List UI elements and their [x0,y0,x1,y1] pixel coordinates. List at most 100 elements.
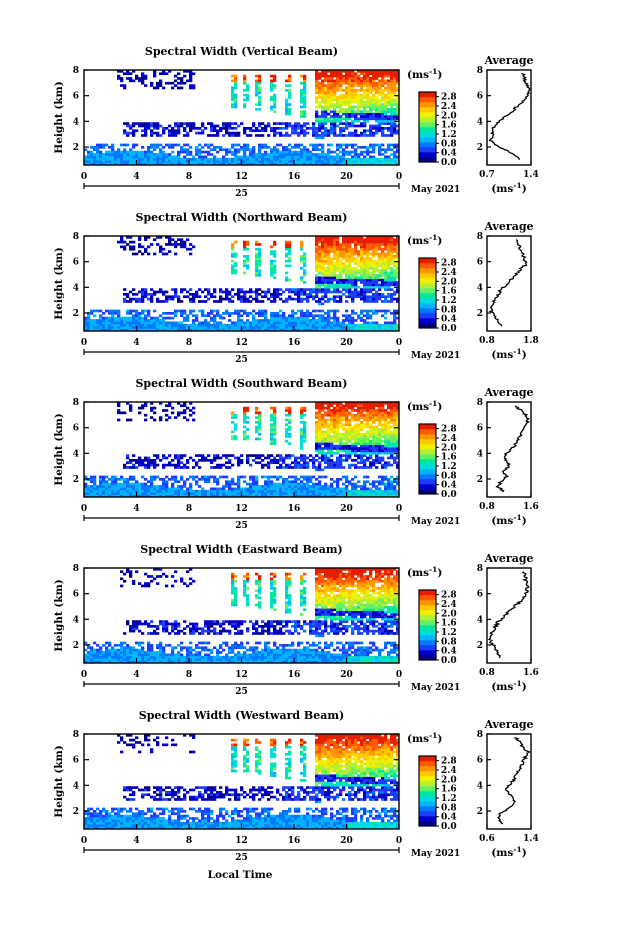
heatmap-cell [108,321,112,325]
heatmap-cell [246,454,250,457]
heatmap-cell [87,489,91,493]
heatmap-cell [105,143,109,147]
heatmap-cell [156,323,160,327]
heatmap-cell [162,487,166,491]
heatmap-cell [396,112,400,116]
heatmap-cell [315,423,319,427]
heatmap-cell [168,416,172,419]
heatmap-cell [321,442,325,446]
heatmap-cell [150,326,154,329]
heatmap-cell [339,129,343,133]
heatmap-cell [219,162,223,166]
heatmap-cell [213,319,217,322]
heatmap-cell [345,103,349,106]
heatmap-cell [306,475,310,479]
heatmap-cell [216,323,220,327]
heatmap-cell [345,281,349,284]
heatmap-cell [243,247,247,251]
heatmap-cell [84,328,88,332]
heatmap-cell [297,297,301,301]
heatmap-cell [162,131,166,135]
heatmap-cell [318,276,322,280]
heatmap-cell [246,297,250,301]
heatmap-cell [285,122,289,125]
heatmap-cell [360,72,364,76]
heatmap-cell [303,150,307,154]
heatmap-cell [177,143,181,147]
heatmap-cell [174,245,178,249]
heatmap-cell [387,93,391,97]
heatmap-cell [321,423,325,427]
heatmap-cell [150,243,154,246]
heatmap-cell [273,328,277,332]
heatmap-cell [126,402,130,405]
heatmap-cell [315,245,319,249]
heatmap-cell [246,96,250,99]
heatmap-cell [375,89,379,92]
heatmap-cell [318,155,322,159]
heatmap-cell [231,131,235,135]
heatmap-cell [177,459,181,462]
heatmap-cell [348,240,352,244]
heatmap-cell [363,81,367,85]
heatmap-cell [315,240,319,244]
heatmap-cell [270,416,274,419]
heatmap-cell [168,131,172,135]
heatmap-cell [357,146,361,149]
heatmap-cell [249,157,253,161]
heatmap-cell [231,416,235,419]
heatmap-cell [255,247,259,251]
heatmap-cell [321,162,325,166]
heatmap-cell [168,160,172,163]
heatmap-cell [348,110,352,114]
heatmap-cell [378,274,382,277]
heatmap-cell [231,463,235,467]
heatmap-cell [144,489,148,493]
heatmap-cell [132,482,136,486]
heatmap-cell [393,112,397,116]
heatmap-cell [270,482,274,486]
colorbar-swatch [419,127,436,133]
heatmap-cell [369,100,373,104]
heatmap-cell [396,264,400,268]
heatmap-cell [351,96,355,99]
heatmap-cell [147,323,151,327]
heatmap-cell [330,463,334,467]
heatmap-cell [324,413,328,417]
heatmap-cell [288,112,292,116]
heatmap-cell [309,480,313,484]
panel-3: Spectral Width (Southward Beam)2468Heigh… [53,377,539,531]
heatmap-cell [315,115,319,118]
heatmap-cell [213,314,217,318]
heatmap-cell [351,319,355,322]
heatmap-cell [387,326,391,329]
heatmap-cell [231,150,235,154]
heatmap-cell [258,321,262,325]
heatmap-cell [267,461,271,465]
heatmap-cell [147,485,151,488]
heatmap-cell [381,314,385,318]
heatmap-cell [273,252,277,256]
heatmap-cell [330,411,334,415]
heatmap-cell [363,162,367,166]
heatmap-cell [294,150,298,154]
heatmap-cell [327,323,331,327]
heatmap-cell [273,162,277,166]
heatmap-cell [339,281,343,284]
heatmap-cell [330,155,334,159]
heatmap-cell [255,134,259,137]
heatmap-cell [141,485,145,488]
heatmap-cell [396,245,400,249]
heatmap-cell [372,264,376,268]
colorbar-swatch [419,283,436,289]
heatmap-cell [189,487,193,491]
heatmap-cell [300,162,304,166]
heatmap-cell [147,160,151,163]
heatmap-cell [360,295,364,299]
heatmap-cell [354,288,358,291]
heatmap-cell [219,146,223,149]
heatmap-cell [246,257,250,261]
heatmap-cell [357,155,361,159]
heatmap-cell [231,91,235,95]
heatmap-cell [324,316,328,320]
